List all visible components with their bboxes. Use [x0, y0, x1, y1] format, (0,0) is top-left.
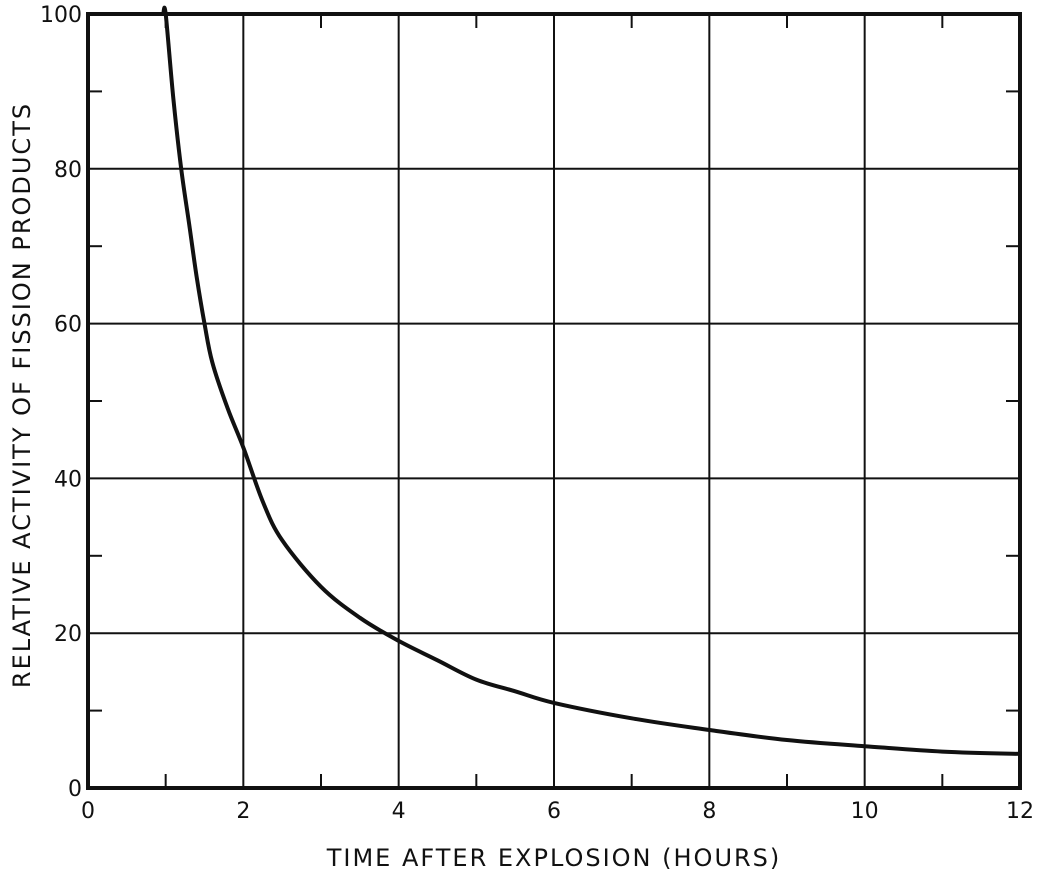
x-tick-labels: 0 2 4 6 8 10 12	[81, 799, 1034, 824]
plot-frame	[86, 12, 1022, 790]
y-tick-label: 60	[54, 313, 82, 338]
x-tick-label: 12	[1006, 799, 1034, 824]
x-tick-label: 6	[547, 799, 561, 824]
activity-curve	[161, 5, 1022, 756]
x-axis-title: TIME AFTER EXPLOSION (HOURS)	[326, 844, 782, 872]
grid	[88, 14, 1020, 788]
x-tick-label: 2	[236, 799, 250, 824]
x-tick-label: 8	[702, 799, 716, 824]
y-tick-labels: 0 20 40 60 80 100	[40, 3, 82, 802]
y-tick-label: 80	[54, 158, 82, 183]
y-tick-label: 40	[54, 467, 82, 492]
y-tick-label: 100	[40, 3, 82, 28]
x-tick-label: 4	[392, 799, 406, 824]
y-axis-title: RELATIVE ACTIVITY OF FISSION PRODUCTS	[8, 102, 36, 688]
x-tick-label: 0	[81, 799, 95, 824]
minor-ticks	[88, 14, 1020, 788]
y-tick-label: 0	[68, 777, 82, 802]
x-tick-label: 10	[851, 799, 879, 824]
y-tick-label: 20	[54, 622, 82, 647]
